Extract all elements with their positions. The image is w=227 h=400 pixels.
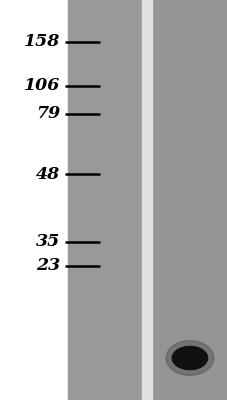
Text: 79: 79 xyxy=(36,106,60,122)
Text: 158: 158 xyxy=(24,34,60,50)
Ellipse shape xyxy=(172,346,207,370)
Bar xyxy=(68,0,141,400)
Ellipse shape xyxy=(165,341,213,375)
Text: 48: 48 xyxy=(36,166,60,182)
Text: 106: 106 xyxy=(24,78,60,94)
Bar xyxy=(151,0,227,400)
Text: 23: 23 xyxy=(36,258,60,274)
Text: 35: 35 xyxy=(36,234,60,250)
Bar xyxy=(142,0,151,400)
